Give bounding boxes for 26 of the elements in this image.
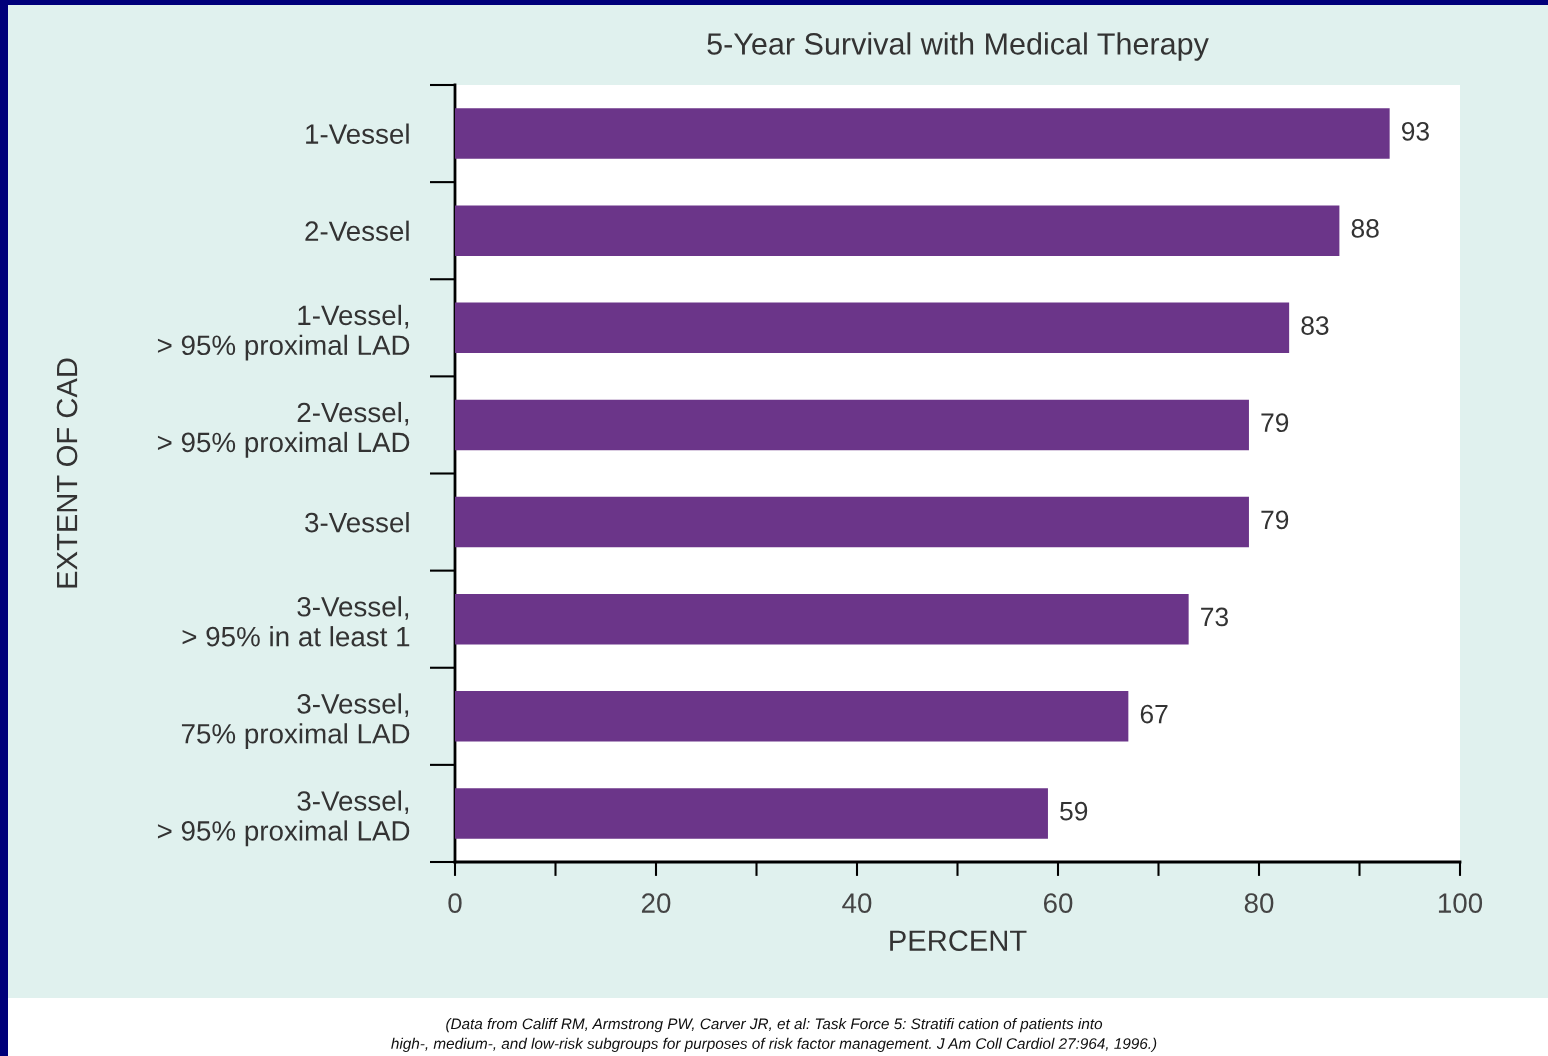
data-label: 59	[1060, 801, 1088, 821]
chart-title: 5-Year Survival with Medical Therapy	[707, 32, 1209, 61]
x-tick-label: 100	[1438, 893, 1483, 913]
data-label: 88	[1351, 219, 1379, 238]
data-label: 93	[1402, 121, 1429, 141]
data-label: 73	[1201, 607, 1228, 627]
x-tick-label: 0	[448, 893, 462, 913]
y-tick-label: 3-Vessel	[305, 512, 409, 533]
y-tick-label: 1-Vessel	[306, 123, 409, 144]
y-tick-label: 1-Vessel, > 95% proximal LAD	[157, 304, 410, 361]
x-tick-label: 60	[1043, 893, 1073, 913]
y-tick-label: 2-Vessel, > 95% proximal LAD	[157, 401, 410, 458]
y-tick-label: 3-Vessel, > 95% proximal LAD	[157, 790, 410, 847]
y-axis-title: EXTENT OF CAD	[56, 358, 78, 588]
y-tick-label: 3-Vessel, > 95% in at least 1	[182, 596, 410, 647]
x-tick-label: 20	[641, 893, 671, 913]
data-label: 83	[1301, 316, 1329, 335]
data-label: 67	[1140, 704, 1168, 724]
text: (Data from Califf RM, Armstrong PW, Carver JR, et al: Task Force 5: Stratifi cation of patients into high-, medium-, and low-risk subgroups for purposes of risk factor management. J Am Coll Cardiol 27:964, 1996.)	[391, 1017, 1157, 1052]
x-tick-label: 40	[842, 893, 872, 913]
x-axis-title: PERCENT	[890, 930, 1027, 951]
y-tick-label: 2-Vessel	[305, 220, 409, 242]
data-label: 79	[1261, 510, 1289, 530]
data-label: 79	[1261, 413, 1289, 433]
x-tick-label: 80	[1244, 893, 1274, 913]
y-tick-label: 3-Vessel, 75% proximal LAD	[181, 693, 410, 750]
